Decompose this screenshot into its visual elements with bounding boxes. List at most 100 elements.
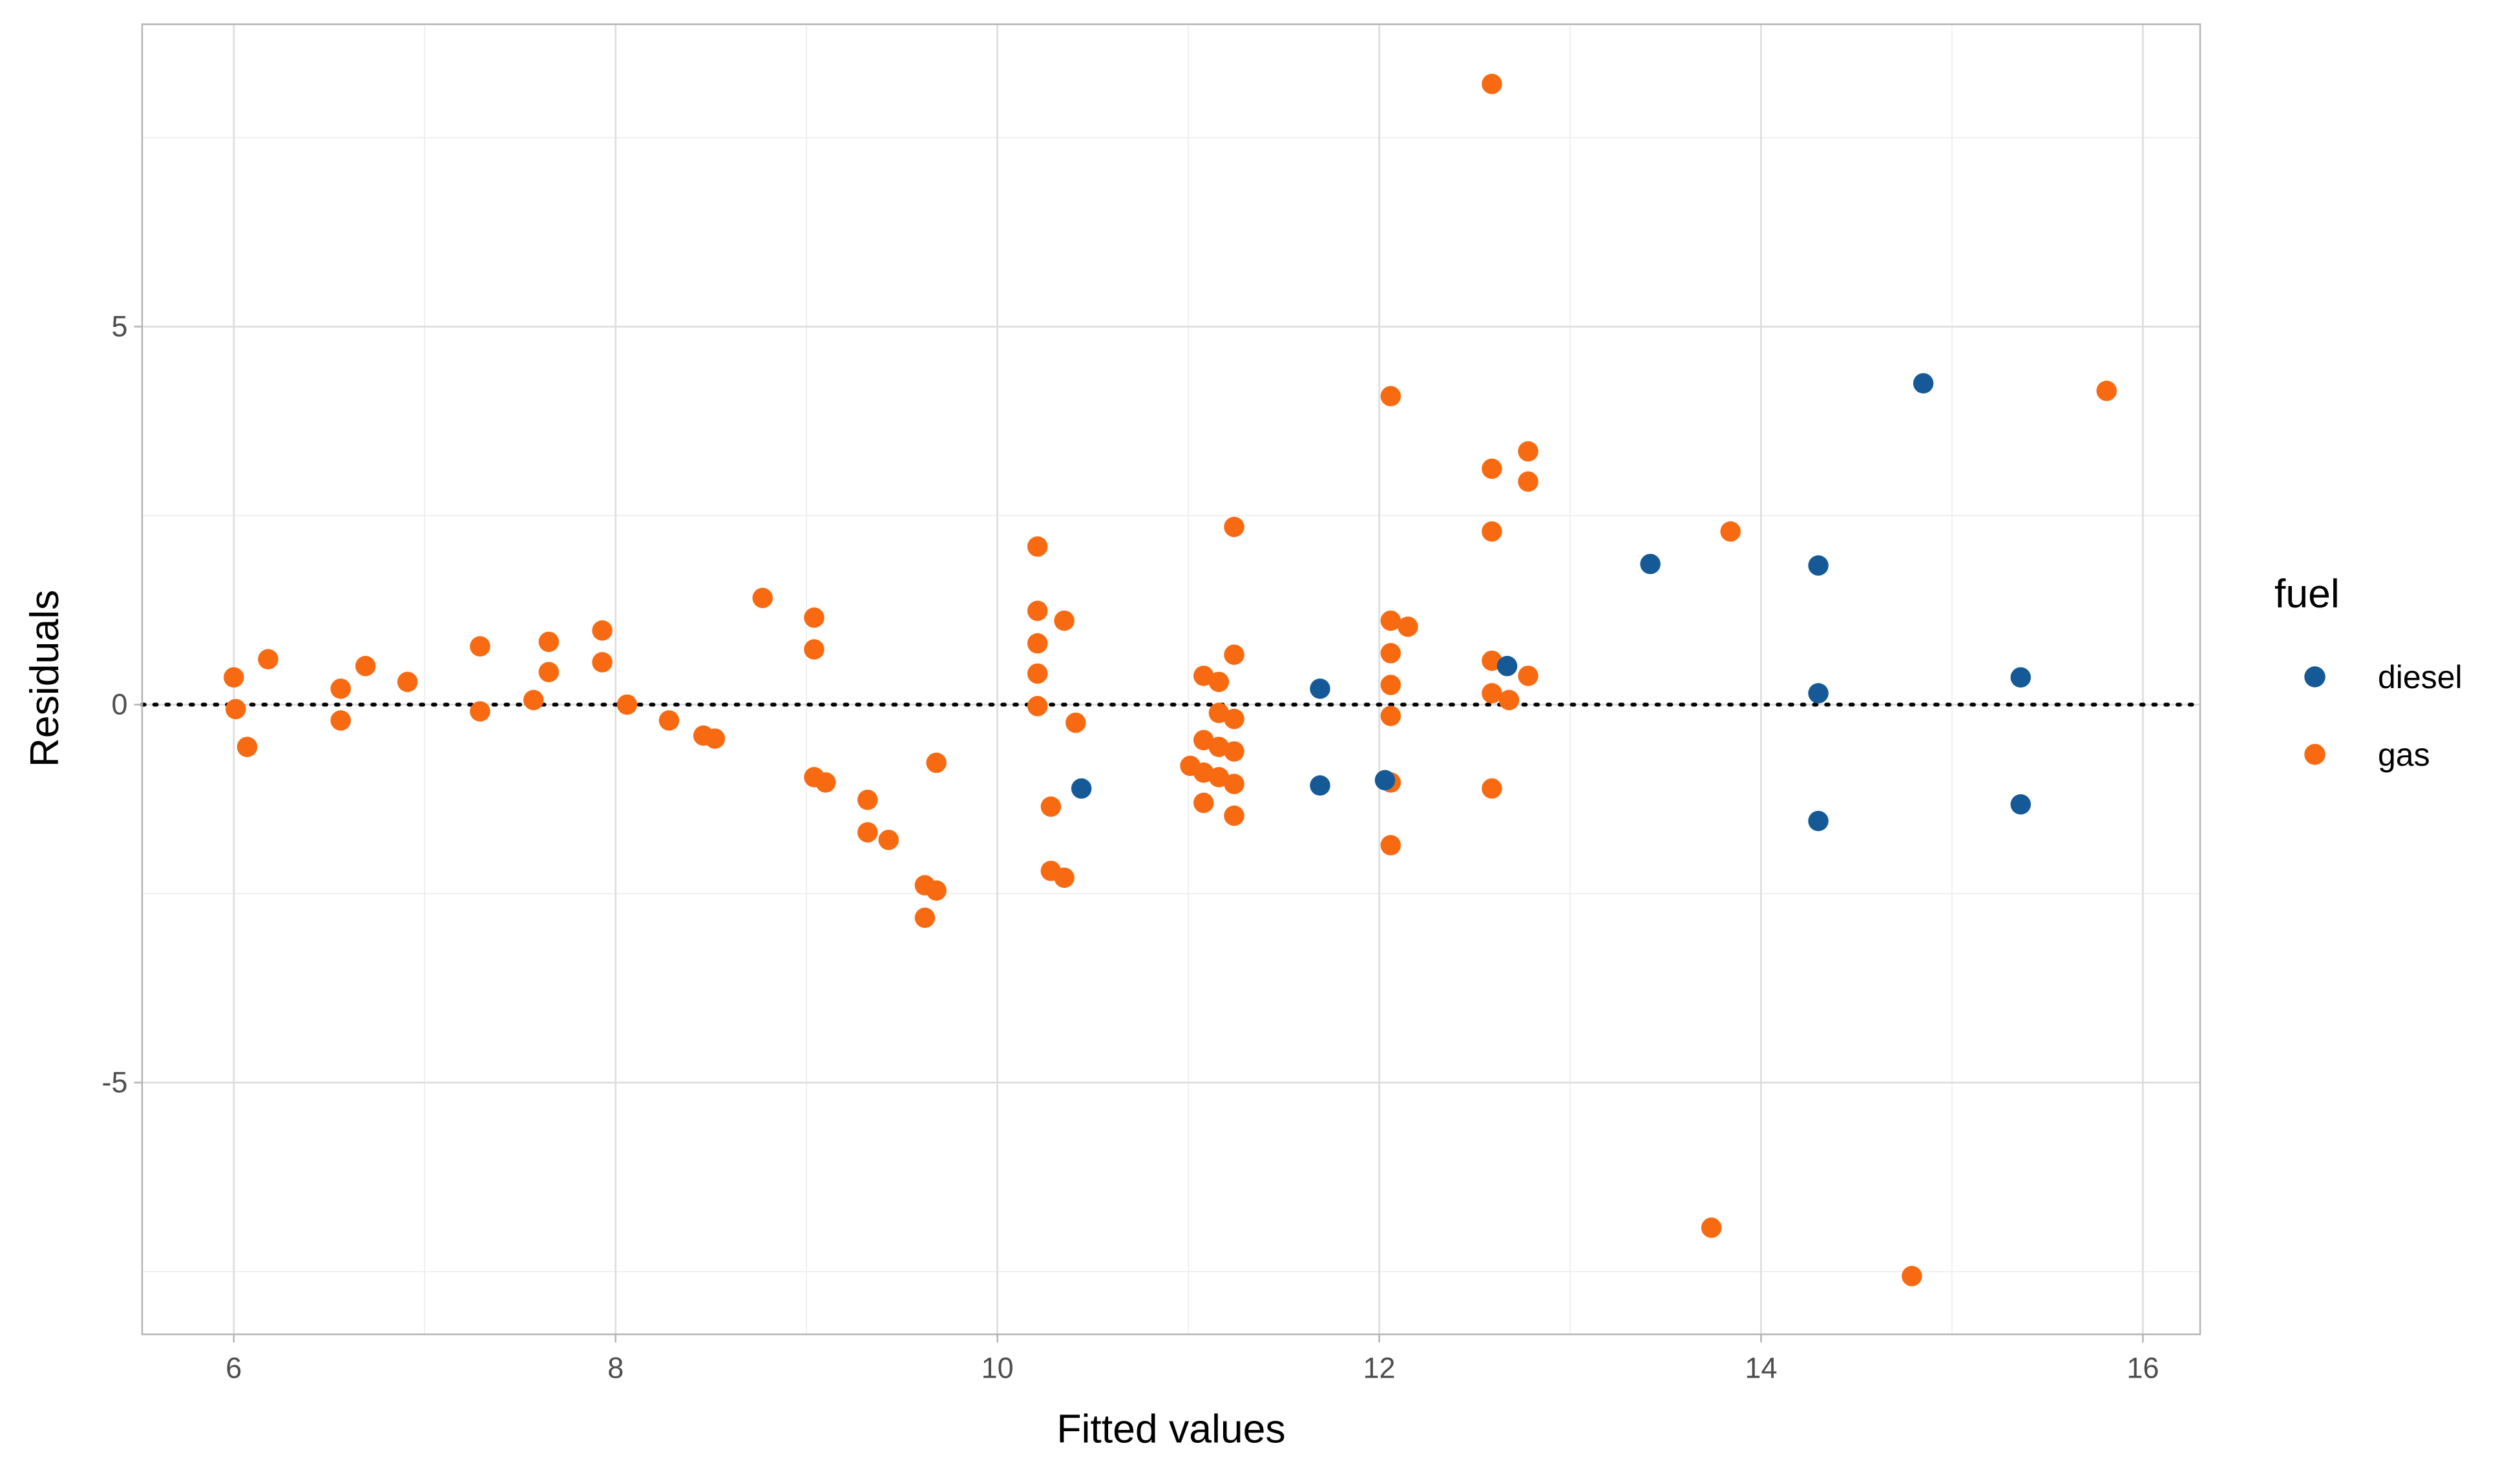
point-gas	[330, 678, 352, 699]
point-gas	[1224, 708, 1244, 730]
point-gas	[1380, 610, 1402, 631]
point-gas	[1518, 666, 1538, 686]
point-gas	[1380, 643, 1402, 664]
x-tick-label: 6	[226, 1352, 242, 1385]
legend-key-diesel	[2304, 666, 2326, 688]
point-gas	[1208, 671, 1230, 693]
points	[224, 74, 2117, 1286]
point-gas	[1193, 792, 1214, 814]
point-gas	[926, 752, 947, 773]
point-gas	[1380, 835, 1402, 856]
point-gas	[1040, 796, 1062, 817]
point-diesel	[1640, 554, 1661, 574]
x-tick-label: 14	[1745, 1352, 1777, 1385]
point-gas	[470, 636, 490, 657]
point-gas	[330, 710, 352, 731]
point-gas	[1066, 712, 1086, 733]
point-gas	[815, 772, 836, 793]
point-gas	[914, 907, 936, 929]
point-gas	[1482, 521, 1502, 542]
point-gas	[1224, 741, 1244, 762]
legend: fuel diesel gas	[2274, 571, 2462, 773]
point-gas	[926, 880, 947, 901]
y-tick-label: -5	[101, 1066, 127, 1098]
legend-label-gas: gas	[2378, 737, 2430, 773]
point-gas	[658, 710, 680, 731]
point-gas	[704, 728, 726, 749]
point-gas	[592, 620, 613, 641]
point-gas	[857, 790, 878, 810]
point-gas	[804, 639, 824, 660]
point-gas	[1027, 663, 1048, 684]
point-gas	[1027, 696, 1048, 717]
point-gas	[258, 649, 278, 669]
point-gas	[1224, 773, 1244, 795]
point-gas	[1208, 737, 1230, 757]
point-gas	[592, 652, 613, 673]
point-gas	[1518, 441, 1538, 462]
point-gas	[355, 656, 376, 677]
y-axis: -5 0 5	[101, 310, 142, 1098]
x-tick-label: 8	[607, 1352, 624, 1385]
point-diesel	[1310, 678, 1330, 699]
point-diesel	[1496, 656, 1518, 677]
point-gas	[1380, 706, 1402, 726]
legend-key-gas	[2304, 744, 2326, 765]
point-gas	[1208, 767, 1230, 788]
point-gas	[1193, 666, 1214, 686]
x-axis-title: Fitted values	[1056, 1407, 1285, 1452]
x-tick-label: 12	[1363, 1352, 1396, 1385]
point-gas	[1498, 689, 1520, 711]
point-gas	[1224, 805, 1244, 826]
point-gas	[470, 701, 490, 722]
point-gas	[1054, 867, 1075, 888]
y-tick-label: 5	[111, 310, 127, 342]
point-gas	[1027, 600, 1048, 622]
grid	[142, 24, 2200, 1334]
point-gas	[1482, 778, 1502, 799]
y-axis-title: Residuals	[22, 590, 67, 767]
point-diesel	[1071, 778, 1092, 799]
point-diesel	[1913, 373, 1934, 394]
panel-border	[141, 23, 2201, 1336]
point-gas	[1482, 74, 1502, 94]
point-gas	[538, 662, 560, 682]
point-gas	[1224, 516, 1244, 538]
point-gas	[1482, 683, 1502, 704]
legend-label-diesel: diesel	[2378, 659, 2462, 695]
point-gas	[857, 822, 878, 843]
x-tick-label: 10	[982, 1352, 1014, 1385]
point-gas	[1701, 1217, 1722, 1238]
point-diesel	[2010, 794, 2032, 815]
point-gas	[1208, 702, 1230, 724]
point-diesel	[2010, 667, 2032, 688]
point-diesel	[1374, 770, 1396, 791]
point-diesel	[1310, 775, 1330, 796]
y-tick-label: 0	[111, 688, 127, 720]
point-gas	[538, 631, 560, 653]
point-gas	[1380, 386, 1402, 406]
point-gas	[1518, 471, 1538, 492]
point-gas	[1902, 1266, 1922, 1286]
point-gas	[1482, 458, 1502, 479]
point-gas	[1193, 730, 1214, 751]
point-gas	[1193, 762, 1214, 783]
point-gas	[226, 698, 246, 720]
point-gas	[1054, 610, 1075, 631]
point-gas	[616, 694, 638, 715]
point-gas	[224, 667, 244, 688]
point-diesel	[1808, 810, 1829, 832]
legend-title: fuel	[2274, 571, 2340, 616]
point-gas	[752, 587, 773, 609]
point-diesel	[1808, 555, 1829, 576]
point-gas	[1027, 536, 1048, 557]
x-axis: 6 8 10 12 14 16	[226, 1334, 2159, 1385]
point-gas	[397, 671, 418, 693]
point-gas	[1224, 644, 1244, 665]
point-gas	[2096, 381, 2117, 401]
point-gas	[1398, 616, 1418, 637]
point-gas	[1482, 650, 1502, 671]
point-gas	[1380, 675, 1402, 695]
point-gas	[236, 737, 258, 757]
